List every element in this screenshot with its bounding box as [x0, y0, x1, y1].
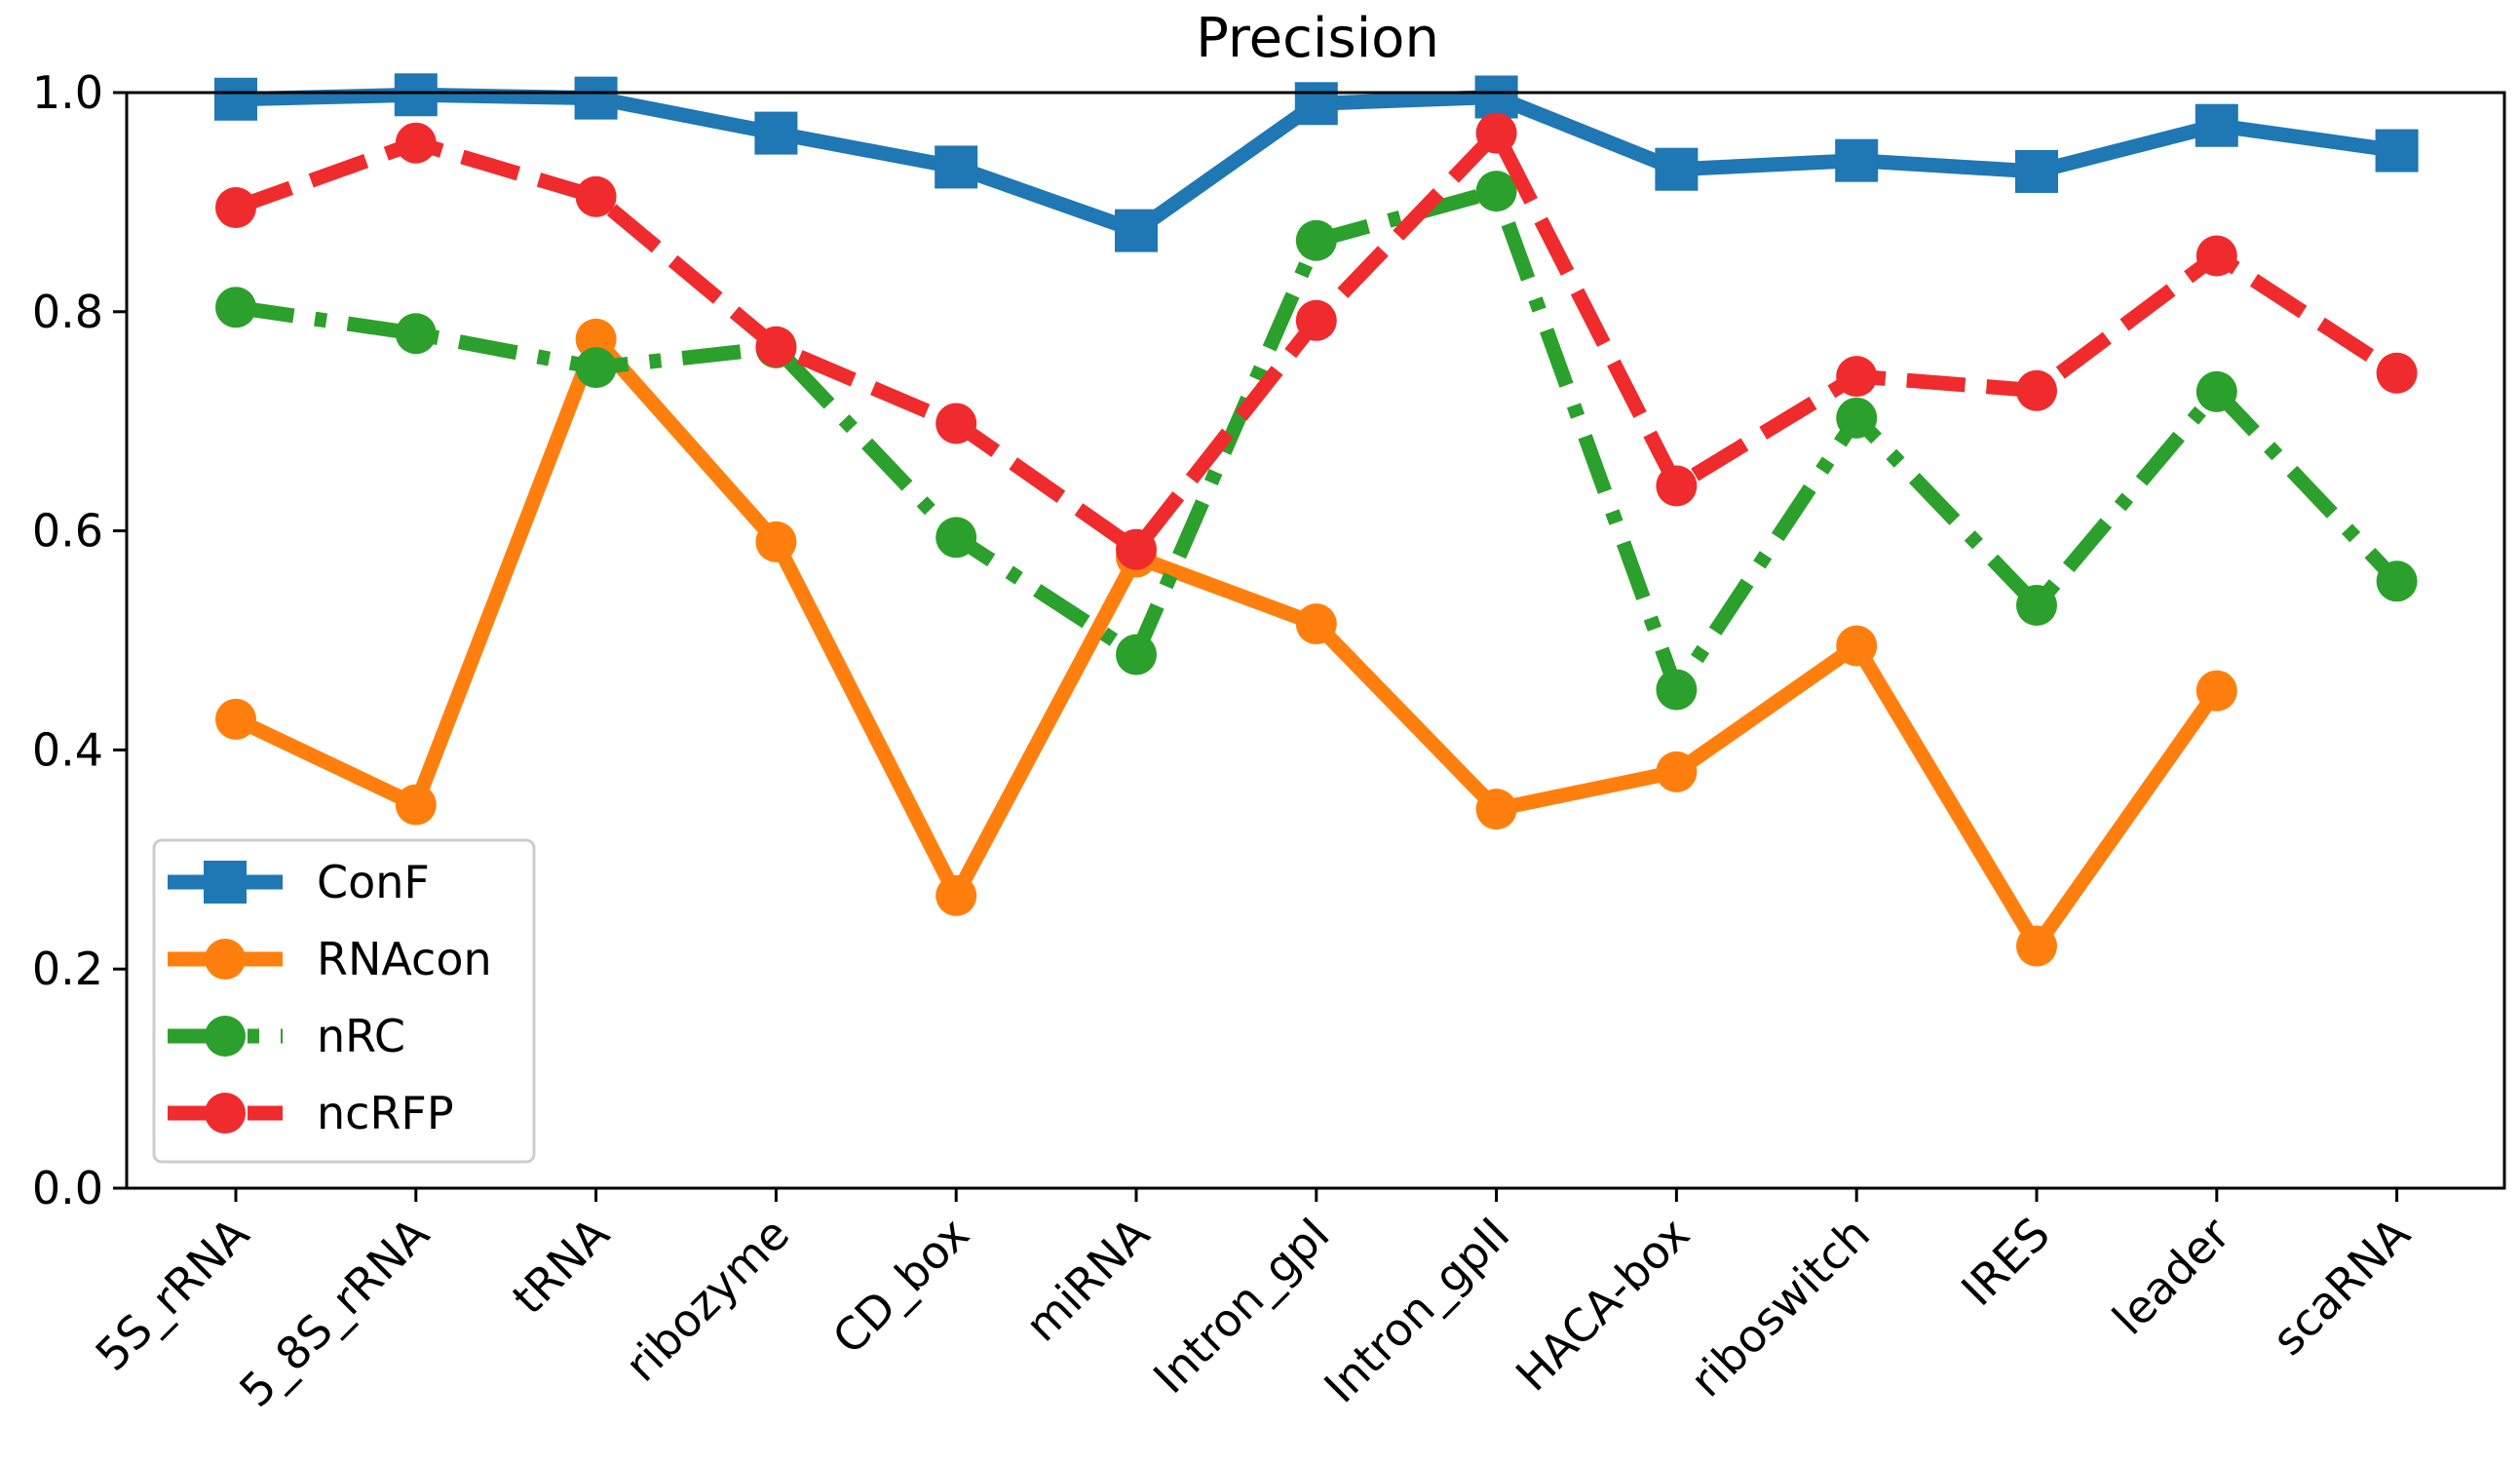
point-conf-haca-box	[1655, 147, 1699, 191]
x-tick-label-cd-box: CD_box	[822, 1208, 979, 1365]
point-rnacon-haca-box	[1656, 751, 1698, 792]
point-conf-riboswitch	[1835, 138, 1879, 182]
legend-marker-nrc	[205, 1016, 246, 1057]
y-tick-label-0-0: 0.0	[32, 1162, 103, 1214]
point-ncrfp-trna	[575, 175, 617, 217]
series-line-rnacon	[232, 331, 2223, 954]
point-ncrfp-intron-gpi	[1295, 299, 1337, 341]
point-rnacon-ribozyme	[755, 520, 797, 562]
point-ncrfp-intron-gpii	[1475, 112, 1517, 154]
x-tick-label-scarna: scaRNA	[2262, 1207, 2421, 1366]
point-rnacon-intron-gpi	[1295, 603, 1337, 645]
y-tick-label-0-8: 0.8	[32, 286, 103, 338]
x-tick-label-riboswitch: riboswitch	[1680, 1208, 1880, 1407]
point-conf-intron-gpii	[1474, 75, 1518, 119]
y-tick-label-0-6: 0.6	[32, 505, 103, 558]
legend-marker-rnacon	[205, 939, 246, 980]
point-conf-5-8s-rrna	[394, 73, 438, 117]
x-tick-label-leader: leader	[2102, 1208, 2239, 1345]
point-rnacon-riboswitch	[1836, 625, 1878, 667]
point-nrc-intron-gpii	[1475, 171, 1517, 212]
point-nrc-scarna	[2376, 560, 2418, 602]
x-tick-label-ires: IRES	[1951, 1208, 2060, 1317]
point-rnacon-leader	[2195, 670, 2237, 712]
point-ncrfp-5-8s-rrna	[395, 122, 437, 164]
point-nrc-leader	[2195, 370, 2237, 412]
point-nrc-5s-rrna	[215, 287, 256, 328]
point-nrc-5-8s-rrna	[395, 313, 437, 355]
chart-title: Precision	[1196, 7, 1439, 70]
x-tick-label-5-8s-rrna: 5_8S_rRNA	[229, 1207, 439, 1417]
point-nrc-ires	[2016, 585, 2057, 627]
x-tick-label-intron-gpi: Intron_gpI	[1143, 1208, 1339, 1404]
x-tick-label-mirna: miRNA	[1015, 1207, 1160, 1351]
point-nrc-intron-gpi	[1295, 219, 1337, 261]
point-conf-5s-rrna	[214, 77, 257, 121]
legend-label-nrc: nRC	[317, 1010, 405, 1062]
legend-label-rnacon: RNAcon	[317, 933, 492, 985]
point-conf-mirna	[1115, 209, 1158, 252]
point-conf-intron-gpi	[1294, 82, 1338, 126]
point-rnacon-ires	[2016, 925, 2057, 967]
legend-marker-ncrfp	[205, 1093, 246, 1134]
x-tick-label-trna: tRNA	[502, 1207, 619, 1324]
point-nrc-mirna	[1116, 634, 1157, 675]
point-ncrfp-5s-rrna	[215, 187, 256, 229]
point-ncrfp-scarna	[2376, 352, 2418, 394]
point-conf-scarna	[2375, 129, 2419, 173]
legend-box	[152, 838, 536, 1164]
x-tick-label-haca-box: HACA-box	[1506, 1208, 1699, 1402]
point-ncrfp-ribozyme	[755, 326, 797, 367]
point-conf-leader	[2195, 103, 2238, 147]
legend-marker-conf	[204, 861, 247, 904]
point-rnacon-cd-box	[935, 874, 977, 916]
point-ncrfp-mirna	[1116, 528, 1157, 570]
point-nrc-haca-box	[1656, 669, 1698, 711]
point-ncrfp-riboswitch	[1836, 356, 1878, 398]
point-ncrfp-cd-box	[935, 403, 977, 444]
point-rnacon-5s-rrna	[215, 698, 256, 740]
y-tick-label-1-0: 1.0	[32, 66, 103, 119]
series-line-ncrfp	[233, 126, 2401, 558]
point-ncrfp-leader	[2195, 235, 2237, 277]
point-rnacon-intron-gpii	[1475, 789, 1517, 830]
series-layer	[214, 73, 2419, 967]
legend: ConF RNAcon nRC ncRFP	[152, 838, 536, 1164]
x-tick-label-intron-gpii: Intron_gpII	[1314, 1208, 1519, 1413]
point-conf-ires	[2015, 149, 2058, 193]
legend-label-ncrfp: ncRFP	[317, 1087, 454, 1139]
point-rnacon-5-8s-rrna	[395, 784, 437, 826]
x-tick-label-ribozyme: ribozyme	[615, 1208, 799, 1392]
point-conf-ribozyme	[754, 111, 798, 155]
legend-label-conf: ConF	[317, 856, 430, 908]
point-nrc-riboswitch	[1836, 397, 1878, 439]
point-nrc-trna	[575, 347, 617, 389]
point-ncrfp-ires	[2016, 369, 2057, 411]
y-tick-label-0-2: 0.2	[32, 943, 103, 995]
point-conf-trna	[574, 76, 618, 120]
point-conf-cd-box	[935, 145, 978, 189]
y-tick-label-0-4: 0.4	[32, 723, 103, 776]
x-tick-label-5s-rrna: 5S_rRNA	[85, 1207, 259, 1381]
point-nrc-cd-box	[935, 517, 977, 559]
point-ncrfp-haca-box	[1656, 465, 1698, 507]
point-rnacon-trna	[575, 318, 617, 360]
